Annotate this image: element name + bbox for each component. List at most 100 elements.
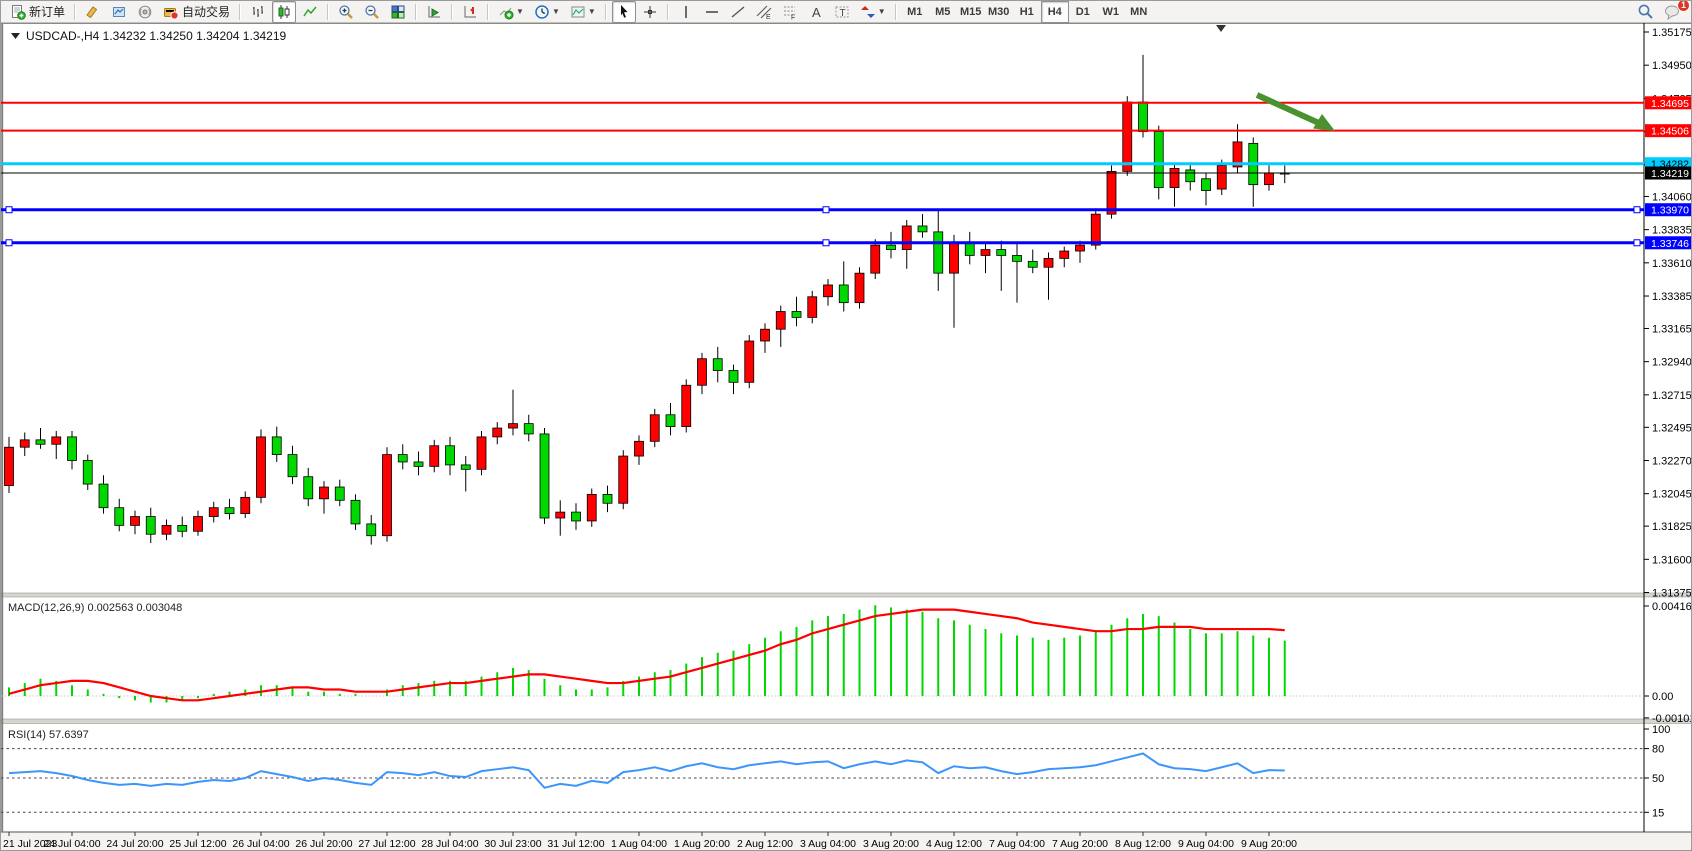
arrow-annotation-shaft[interactable] [1255,92,1323,127]
timeframe-m30[interactable]: M30 [988,5,1010,18]
hline-handle-left[interactable] [5,206,13,214]
hline-box [1645,203,1691,217]
navigator-button[interactable] [107,1,131,23]
hline-label: 1.34695 [1651,98,1689,110]
horizontal-line-button[interactable] [700,1,724,23]
candlestick [51,436,62,445]
price-tick-label: 1.32715 [1652,390,1692,402]
hline-icon [704,4,720,20]
symbol-dropdown-icon[interactable] [11,33,20,39]
price-tick-label: 1.33610 [1652,258,1692,270]
crosshair-button[interactable] [638,1,662,23]
chart-candle-icon [276,4,292,20]
hline-handle-mid[interactable] [822,239,830,247]
cursor-button[interactable] [611,1,636,23]
candlestick [1169,168,1180,189]
hline-box [1645,236,1691,250]
chevron-down-icon[interactable]: ▼ [587,7,596,16]
candlestick [224,507,235,514]
chart-area[interactable]: 1.351751.349501.347251.345001.342751.340… [1,23,1692,851]
chevron-down-icon[interactable]: ▼ [877,7,886,16]
chart-canvas[interactable]: 1.351751.349501.347251.345001.342751.340… [1,23,1692,851]
cursor-icon [616,4,632,20]
rsi-line [8,752,1285,789]
candlestick [1216,165,1227,190]
candlestick [82,460,93,485]
toolbar-separator [239,3,242,20]
templates-button[interactable]: ▼ [566,1,600,23]
autotrading-button[interactable]: 自动交易 [159,1,234,23]
arrow-annotation-head[interactable] [1313,114,1335,131]
price-tick-label: 1.35175 [1652,27,1692,39]
candlestick [413,461,424,467]
toolbar-group-2 [245,1,323,23]
hline-handle-mid[interactable] [822,206,830,214]
candlestick [964,243,975,256]
candlestick [476,436,487,470]
candlestick [634,440,644,457]
market-watch-icon [85,4,101,20]
periods-button[interactable]: ▼ [530,1,564,23]
hline-handle-right[interactable] [1633,206,1641,214]
fibonacci-button[interactable]: F [778,1,802,23]
candlestick [949,243,959,274]
candlestick [303,476,314,500]
vertical-line-button[interactable] [674,1,698,23]
autotrading-button-label: 自动交易 [182,5,231,19]
candlestick [287,454,298,478]
chevron-down-icon[interactable]: ▼ [516,7,524,16]
candlestick [1027,260,1038,268]
price-tick-label: 1.33835 [1652,225,1692,237]
panel-divider-macd[interactable] [1,592,1692,598]
chart-shift-marker-icon[interactable] [1216,25,1226,32]
candlestick [508,423,518,429]
trendline-button[interactable] [726,1,750,23]
periods-icon [534,4,550,20]
candlestick-chart-button[interactable] [272,1,297,23]
chart-shift-button[interactable] [458,1,482,23]
zoom-out-button[interactable] [360,1,384,23]
hline-handle-right[interactable] [1633,239,1641,247]
timeframe-w1[interactable]: W1 [1102,5,1119,18]
time-tick-label: 21 Jul 2023 [3,838,57,850]
text-button[interactable]: A [804,1,828,23]
time-tick-label: 7 Aug 04:00 [989,838,1045,850]
price-tick-label: 1.31375 [1652,588,1692,600]
timeframe-m1[interactable]: M1 [907,5,923,18]
search-button[interactable] [1633,1,1658,23]
panel-divider-rsi[interactable] [1,718,1692,724]
timeframe-m5[interactable]: M5 [935,5,951,18]
hline-handle-left[interactable] [5,239,13,247]
bar-chart-button[interactable] [246,1,270,23]
candlestick [649,414,660,442]
terminal-button[interactable] [133,1,157,23]
arrows-icon [860,4,876,20]
new-order-button[interactable]: 新订单 [6,1,69,23]
market-watch-button[interactable] [81,1,105,23]
auto-scroll-button[interactable] [422,1,446,23]
indicators-button[interactable]: ▼ [494,1,528,23]
candlestick [1264,172,1274,186]
chat-button[interactable]: 1 [1660,1,1690,23]
timeframe-m15[interactable]: M15 [960,5,982,18]
toolbar-right-group: 1 [1632,1,1690,23]
candlestick [775,311,786,330]
chevron-down-icon[interactable]: ▼ [551,7,560,16]
text-label-button[interactable]: T [830,1,854,23]
equidistant-channel-button[interactable]: E [752,1,776,23]
candlestick [1122,101,1133,172]
macd-label: MACD(12,26,9) 0.002563 0.003048 [8,602,182,614]
candlestick [67,436,77,461]
timeframe-mn[interactable]: MN [1130,5,1148,18]
timeframe-h1[interactable]: H1 [1019,5,1034,18]
time-tick-label: 2 Aug 12:00 [737,838,793,850]
zoom-in-button[interactable] [334,1,358,23]
timeframe-d1[interactable]: D1 [1075,5,1090,18]
line-chart-button[interactable] [298,1,322,23]
timeframe-h4[interactable]: H4 [1040,1,1069,23]
price-tick-label: 1.34950 [1652,60,1692,72]
arrows-button[interactable]: ▼ [856,1,890,23]
tile-windows-button[interactable] [386,1,410,23]
tile-windows-icon [390,4,406,20]
candlestick [98,483,109,509]
